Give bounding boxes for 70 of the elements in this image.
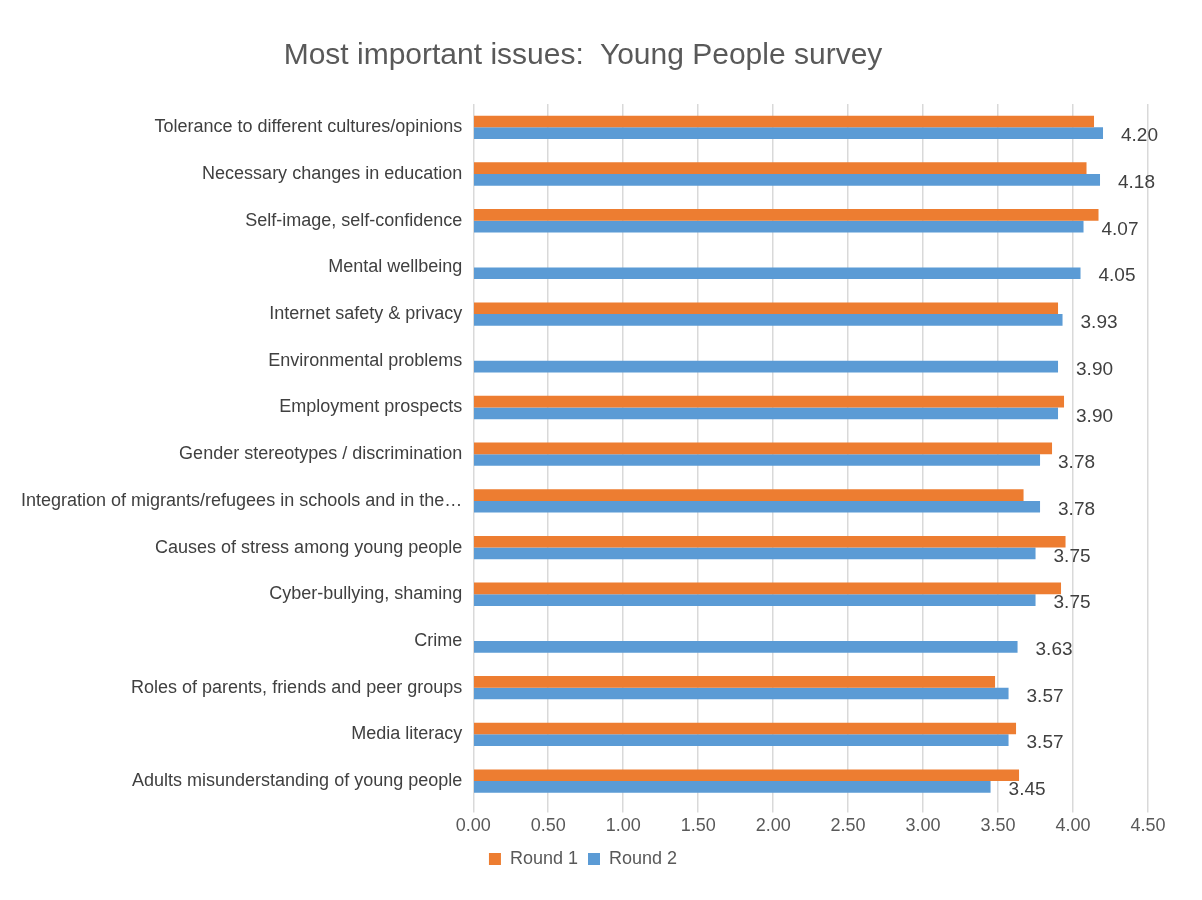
y-tick-label: Mental wellbeing xyxy=(328,256,463,277)
x-tick-label: 1.50 xyxy=(680,815,716,836)
bar xyxy=(474,115,1095,128)
y-tick-label: Necessary changes in education xyxy=(202,163,463,184)
y-tick-label: Cyber-bullying, shaming xyxy=(269,583,463,604)
bar xyxy=(474,535,1066,548)
y-tick-label: Gender stereotypes / discrimination xyxy=(179,443,463,464)
x-tick-label: 0.00 xyxy=(455,815,491,836)
data-label: 3.78 xyxy=(1058,451,1096,473)
x-tick-label: 2.00 xyxy=(755,815,791,836)
bar xyxy=(474,454,1041,466)
data-label: 4.20 xyxy=(1121,124,1158,146)
chart-title: Most important issues: Young People survey xyxy=(283,37,883,71)
data-label: 3.90 xyxy=(1076,357,1114,379)
x-tick-label: 4.50 xyxy=(1130,815,1166,836)
bar xyxy=(474,722,1017,735)
bar xyxy=(474,547,1036,560)
data-label: 3.75 xyxy=(1053,544,1091,566)
bar xyxy=(474,360,1059,373)
y-tick-label: Roles of parents, friends and peer groups xyxy=(131,676,463,697)
bar xyxy=(474,582,1062,595)
data-label: 3.75 xyxy=(1053,591,1091,613)
bar xyxy=(474,687,1009,700)
bar xyxy=(474,734,1009,747)
y-tick-label: Internet safety & privacy xyxy=(269,303,463,324)
data-label: 4.05 xyxy=(1098,264,1136,286)
x-tick-label: 3.00 xyxy=(905,815,941,836)
legend-label: Round 2 xyxy=(609,847,678,868)
bar xyxy=(474,594,1036,606)
bar xyxy=(474,209,1099,221)
x-tick-label: 4.00 xyxy=(1055,815,1091,836)
data-label: 3.57 xyxy=(1026,731,1064,753)
data-label: 3.78 xyxy=(1058,497,1096,519)
y-tick-label: Self-image, self-confidence xyxy=(245,209,463,230)
x-tick-label: 3.50 xyxy=(980,815,1016,836)
bar xyxy=(474,220,1084,233)
y-tick-label: Employment prospects xyxy=(279,396,463,417)
y-tick-label: Crime xyxy=(414,629,463,650)
bar xyxy=(474,407,1059,420)
bar xyxy=(474,127,1104,140)
bar xyxy=(474,500,1041,513)
y-tick-label: Environmental problems xyxy=(268,349,463,370)
bar xyxy=(474,174,1101,186)
y-tick-label: Integration of migrants/refugees in schools and in the… xyxy=(20,489,463,510)
bar xyxy=(474,314,1063,326)
x-tick-label: 0.50 xyxy=(530,815,566,836)
bar xyxy=(474,640,1018,653)
x-tick-label: 1.00 xyxy=(605,815,641,836)
data-label: 3.57 xyxy=(1026,684,1064,706)
bar xyxy=(474,489,1024,501)
y-tick-label: Media literacy xyxy=(351,723,463,744)
bar xyxy=(474,267,1081,280)
legend-label: Round 1 xyxy=(509,847,579,868)
bar xyxy=(474,781,991,793)
bar xyxy=(474,675,996,688)
bar xyxy=(474,302,1059,315)
y-tick-label: Causes of stress among young people xyxy=(155,536,463,557)
bar xyxy=(474,769,1020,782)
data-label: 3.45 xyxy=(1008,778,1046,800)
y-tick-label: Adults misunderstanding of young people xyxy=(132,770,463,791)
bar xyxy=(474,395,1065,408)
data-label: 3.90 xyxy=(1076,404,1114,426)
y-tick-label: Tolerance to different cultures/opinions xyxy=(154,116,463,137)
x-tick-label: 2.50 xyxy=(830,815,866,836)
data-label: 4.07 xyxy=(1101,217,1139,239)
data-label: 3.63 xyxy=(1035,638,1073,660)
data-label: 3.93 xyxy=(1080,311,1118,333)
data-label: 4.18 xyxy=(1118,171,1155,193)
bar xyxy=(474,442,1053,455)
bar xyxy=(474,162,1087,175)
